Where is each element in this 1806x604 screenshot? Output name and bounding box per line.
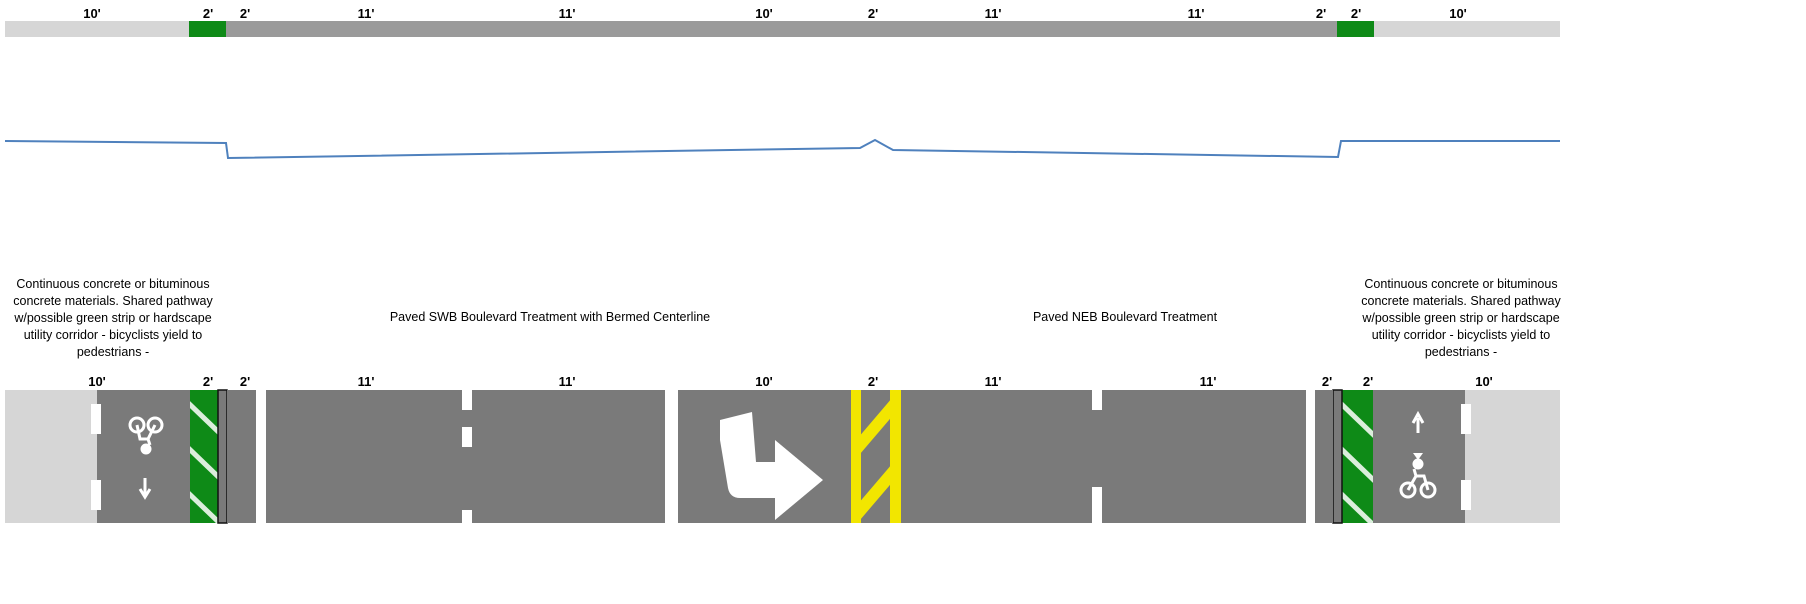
swb-roadway bbox=[227, 390, 666, 523]
right-strip-hatching bbox=[1342, 401, 1373, 523]
neb-lane-dash-2 bbox=[1092, 487, 1102, 523]
arrow-up-icon bbox=[1411, 410, 1425, 433]
plan-dim-1: 10' bbox=[88, 374, 106, 389]
top-left-pathway bbox=[5, 21, 191, 37]
plan-dim-3: 2' bbox=[239, 374, 251, 389]
left-pathway-note: Continuous concrete or bituminous concre… bbox=[13, 277, 213, 359]
top-right-green-strip bbox=[1337, 21, 1374, 37]
top-roadway bbox=[226, 21, 1337, 37]
right-pathway bbox=[1465, 390, 1560, 523]
swb-inner-edge bbox=[665, 390, 678, 523]
plan-dim-11: 2' bbox=[1362, 374, 1374, 389]
top-dim-3: 2' bbox=[239, 6, 251, 21]
swb-edge-line bbox=[256, 390, 266, 523]
right-pathway-note: Continuous concrete or bituminous concre… bbox=[1361, 277, 1561, 359]
right-edge-mark-upper bbox=[1461, 404, 1471, 434]
top-dim-9: 11' bbox=[1187, 6, 1205, 21]
left-strip-curb bbox=[217, 389, 228, 524]
top-right-pathway bbox=[1374, 21, 1560, 37]
top-left-green-strip bbox=[189, 21, 226, 37]
plan-dim-2: 2' bbox=[202, 374, 214, 389]
plan-dim-5: 11' bbox=[558, 374, 576, 389]
right-strip-curb bbox=[1332, 389, 1343, 524]
turn-arrow-icon bbox=[720, 412, 823, 520]
left-strip-hatching bbox=[190, 401, 222, 523]
top-dim-5: 11' bbox=[558, 6, 576, 21]
swb-treatment-note: Paved SWB Boulevard Treatment with Berme… bbox=[389, 310, 711, 324]
top-dim-4: 11' bbox=[357, 6, 375, 21]
top-dim-8: 11' bbox=[984, 6, 1002, 21]
swb-lane-dash-1 bbox=[462, 390, 472, 410]
left-pathway-lane bbox=[97, 390, 190, 523]
top-dim-6: 10' bbox=[755, 6, 773, 21]
top-dim-12: 10' bbox=[1449, 6, 1467, 21]
plan-dim-10: 2' bbox=[1321, 374, 1333, 389]
neb-edge-line bbox=[1306, 390, 1315, 523]
plan-dim-12: 10' bbox=[1475, 374, 1493, 389]
left-edge-mark-lower bbox=[91, 480, 101, 510]
plan-dim-6: 10' bbox=[755, 374, 773, 389]
arrow-down-icon bbox=[138, 478, 152, 500]
neb-roadway bbox=[901, 390, 1306, 523]
top-dim-10: 2' bbox=[1315, 6, 1327, 21]
plan-dim-8: 11' bbox=[984, 374, 1002, 389]
neb-lane-dash-1 bbox=[1092, 390, 1102, 410]
bicycle-icon bbox=[1399, 453, 1437, 499]
top-dim-7: 2' bbox=[867, 6, 879, 21]
right-edge-mark-lower bbox=[1461, 480, 1471, 510]
top-dim-11: 2' bbox=[1350, 6, 1362, 21]
left-edge-mark-upper bbox=[91, 404, 101, 434]
left-pathway bbox=[5, 390, 97, 523]
plan-dim-7: 2' bbox=[867, 374, 879, 389]
median-turn-lane bbox=[678, 390, 851, 523]
yellow-centerline-hatching bbox=[851, 390, 901, 523]
swb-lane-dash-2 bbox=[462, 427, 472, 447]
top-dim-1: 10' bbox=[83, 6, 101, 21]
swb-lane-dash-3 bbox=[462, 510, 472, 523]
neb-treatment-note: Paved NEB Boulevard Treatment bbox=[1032, 310, 1218, 324]
bicycle-icon bbox=[128, 416, 164, 455]
plan-dim-4: 11' bbox=[357, 374, 375, 389]
plan-dim-9: 11' bbox=[1199, 374, 1217, 389]
top-dim-2: 2' bbox=[202, 6, 214, 21]
